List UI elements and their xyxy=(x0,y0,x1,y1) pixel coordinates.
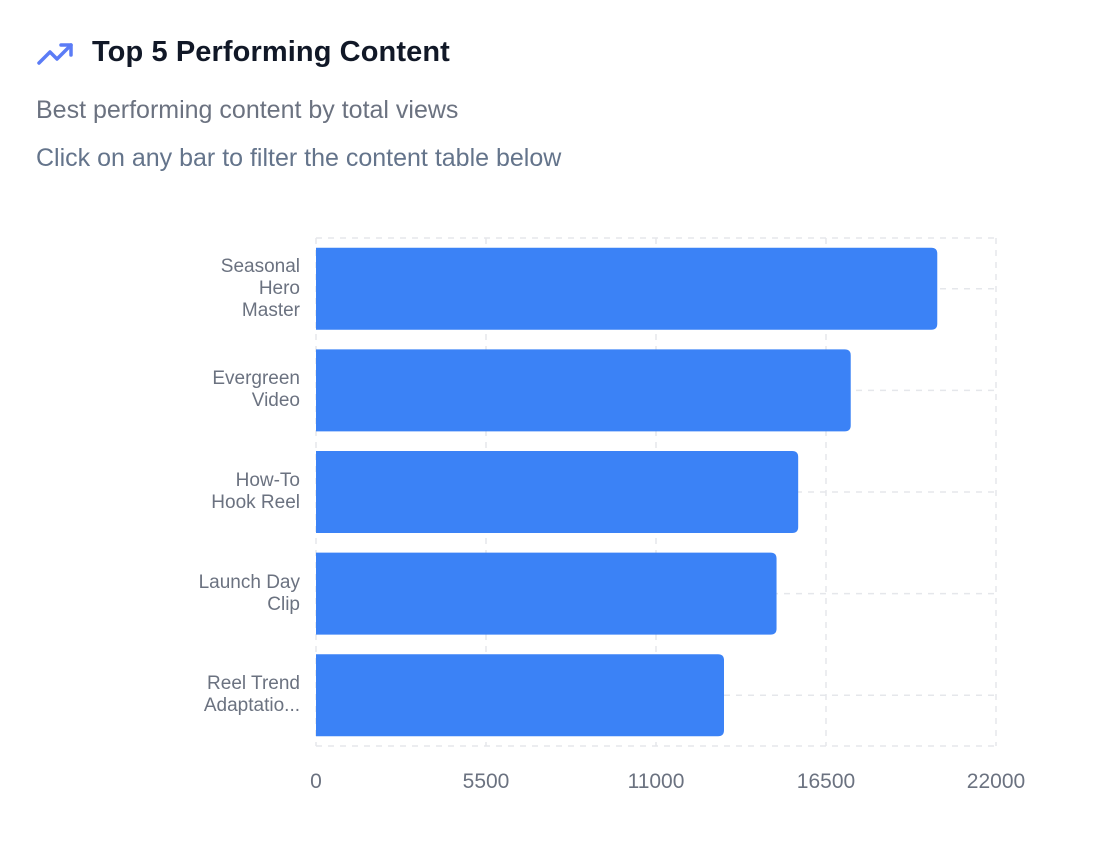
y-axis-label: Seasonal Hero Master xyxy=(220,255,300,321)
y-axis-label: How-To Hook Reel xyxy=(211,470,300,513)
bar-seasonal-hero-master[interactable] xyxy=(316,247,938,330)
chart-title: Top 5 Performing Content xyxy=(92,36,450,68)
bar-launch-day-clip[interactable] xyxy=(316,552,777,635)
bar-how-to-hook-reel[interactable] xyxy=(316,451,799,533)
x-axis-tick-label: 22000 xyxy=(966,770,1026,793)
bar-reel-trend-adaptatio[interactable] xyxy=(316,654,724,737)
x-axis-tick-label: 5500 xyxy=(462,770,510,793)
filter-hint: Click on any bar to filter the content t… xyxy=(36,144,562,172)
x-axis-tick-label: 0 xyxy=(310,770,322,793)
chart-header: Top 5 Performing Content xyxy=(36,36,450,69)
x-axis-tick-label: 16500 xyxy=(796,770,856,793)
trending-up-icon xyxy=(37,42,73,65)
x-axis-tick-label: 11000 xyxy=(627,770,685,793)
y-axis-label: Launch Day Clip xyxy=(198,571,300,615)
y-axis-label: Reel Trend Adaptatio... xyxy=(203,673,300,717)
y-axis-label: Evergreen Video xyxy=(212,368,300,412)
bar-evergreen-video[interactable] xyxy=(316,349,851,432)
chart-subtitle: Best performing content by total views xyxy=(36,96,459,124)
